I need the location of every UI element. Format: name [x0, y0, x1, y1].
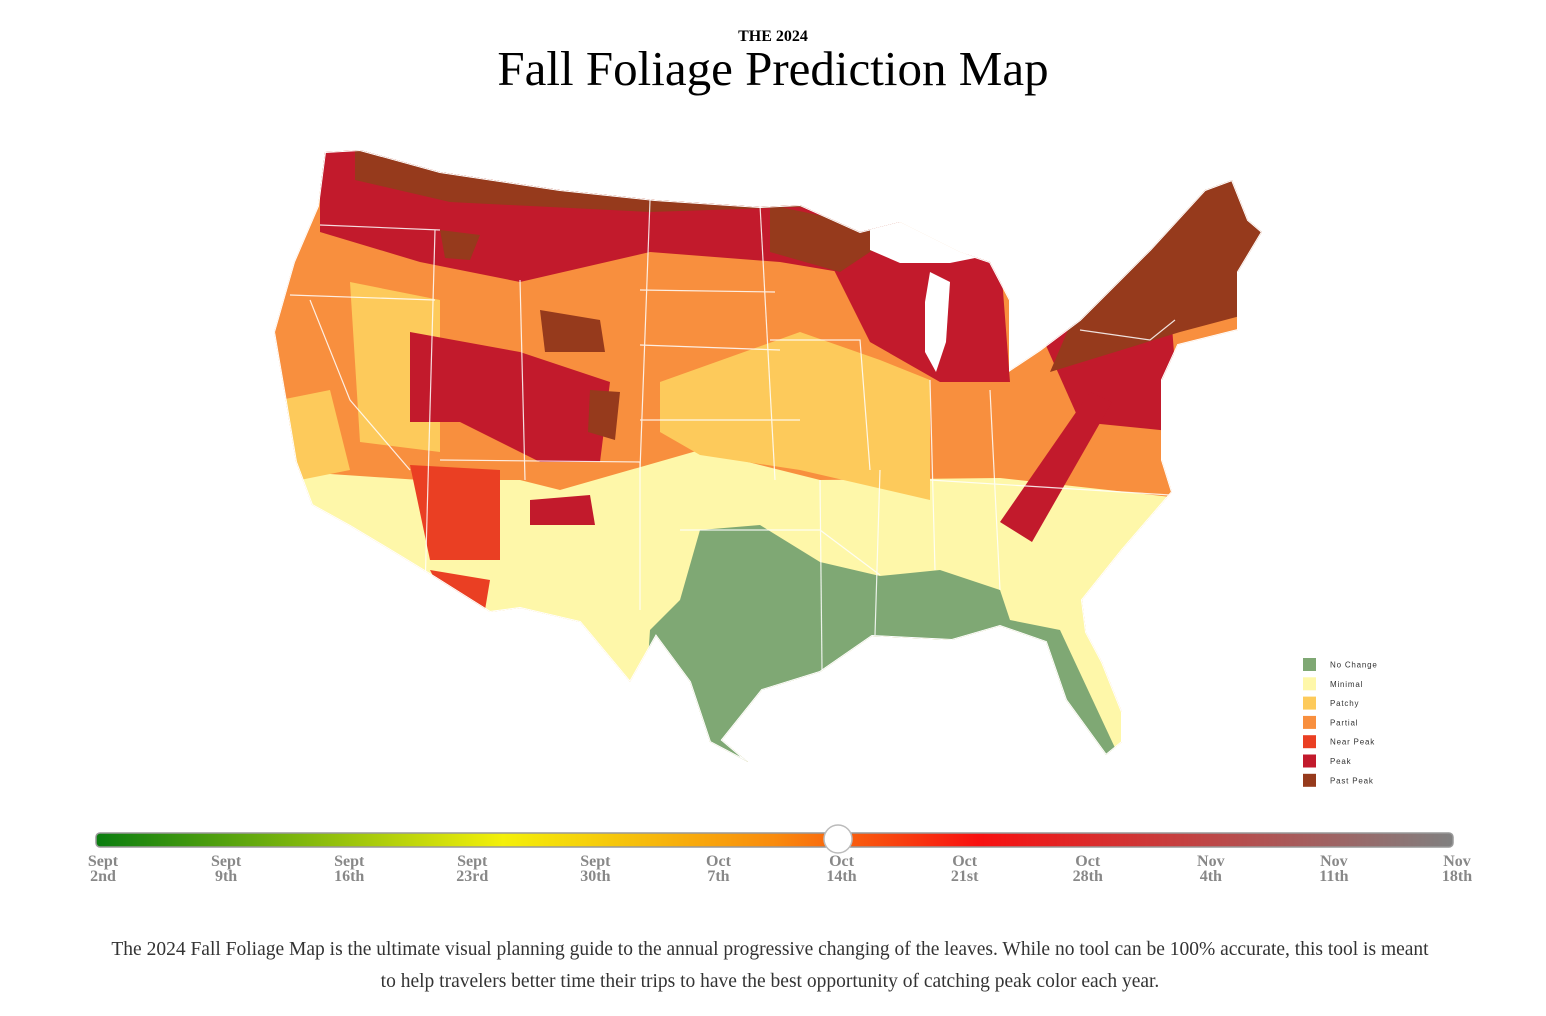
kicker: THE 2024 [738, 28, 808, 45]
slider-tick-day: 14th [826, 868, 856, 885]
description: The 2024 Fall Foliage Map is the ultimat… [111, 939, 1429, 992]
slider-knob[interactable] [823, 824, 853, 854]
slider-tick-month: Nov [1320, 853, 1348, 870]
legend-label: No Change [1330, 661, 1378, 670]
legend-swatch [1303, 735, 1316, 749]
title: Fall Foliage Prediction Map [497, 41, 1049, 96]
legend: No Change Minimal Patchy Partial Near Peak Pe… [1303, 658, 1378, 787]
slider-tick-month: Oct [706, 853, 732, 870]
map-regions [274, 150, 1262, 762]
date-slider[interactable]: Sept2ndSept9thSept16thSept23rdSept30thOc… [88, 824, 1472, 885]
legend-swatch [1303, 658, 1316, 671]
slider-tick-month: Oct [829, 853, 855, 870]
legend-label: Peak [1330, 757, 1352, 766]
slider-tick-month: Nov [1443, 853, 1471, 870]
legend-swatch [1303, 715, 1316, 729]
legend-swatch [1303, 773, 1316, 787]
slider-tick-day: 9th [215, 868, 237, 885]
legend-label: Past Peak [1330, 776, 1374, 785]
slider-tick-day: 2nd [90, 868, 116, 885]
slider-tick-month: Sept [334, 853, 365, 870]
slider-track[interactable] [95, 832, 1454, 848]
slider-tick-month: Oct [952, 853, 978, 870]
slider-tick-month: Sept [580, 853, 611, 870]
legend-swatch [1303, 754, 1316, 768]
map: No Change Minimal Patchy Partial Near Peak Pe… [88, 150, 1472, 885]
slider-tick-month: Sept [88, 853, 119, 870]
slider-tick-day: 7th [707, 868, 729, 885]
legend-label: Near Peak [1330, 738, 1375, 747]
slider-tick-day: 21st [951, 868, 979, 885]
legend-swatch [1303, 696, 1316, 710]
legend-label: Partial [1330, 718, 1358, 727]
legend-label: Patchy [1330, 699, 1359, 708]
slider-tick-month: Nov [1197, 853, 1225, 870]
legend-swatch [1303, 677, 1316, 691]
slider-tick-month: Sept [457, 853, 488, 870]
slider-tick-day: 23rd [456, 868, 488, 885]
slider-tick-day: 18th [1442, 868, 1472, 885]
slider-tick-day: 11th [1319, 868, 1348, 885]
legend-label: Minimal [1330, 680, 1363, 689]
slider-tick-day: 28th [1073, 868, 1103, 885]
slider-tick-month: Sept [211, 853, 242, 870]
slider-tick-month: Oct [1075, 853, 1101, 870]
slider-tick-day: 16th [334, 868, 364, 885]
slider-tick-day: 30th [580, 868, 610, 885]
slider-tick-day: 4th [1200, 868, 1222, 885]
